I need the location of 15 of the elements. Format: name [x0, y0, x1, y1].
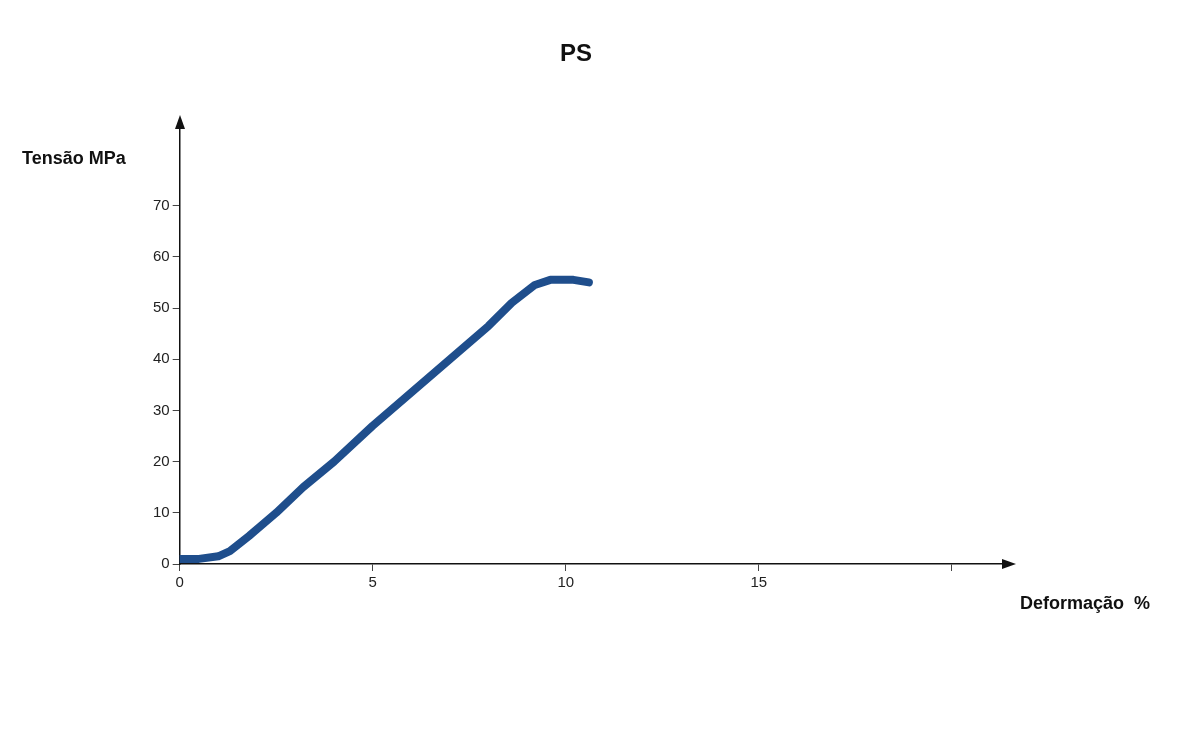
y-tick-label: 20: [153, 451, 170, 469]
y-tick-label: 0: [161, 554, 170, 572]
x-tick-label: 0: [175, 573, 184, 591]
y-axis-title: Tensão MPa: [22, 147, 127, 168]
y-tick-label: 70: [153, 195, 170, 213]
y-tick-label: 30: [153, 400, 170, 418]
x-tick-label: 15: [750, 573, 768, 591]
x-tick-label: 10: [557, 573, 575, 591]
y-tick-label: 60: [153, 246, 170, 264]
y-tick-label: 40: [153, 349, 170, 367]
chart-title: PS: [559, 39, 593, 67]
y-tick-label: 10: [153, 502, 170, 520]
x-axis-title: Deformação %: [1019, 592, 1150, 613]
y-tick-label: 50: [153, 298, 170, 316]
x-tick-label: 5: [368, 573, 377, 591]
